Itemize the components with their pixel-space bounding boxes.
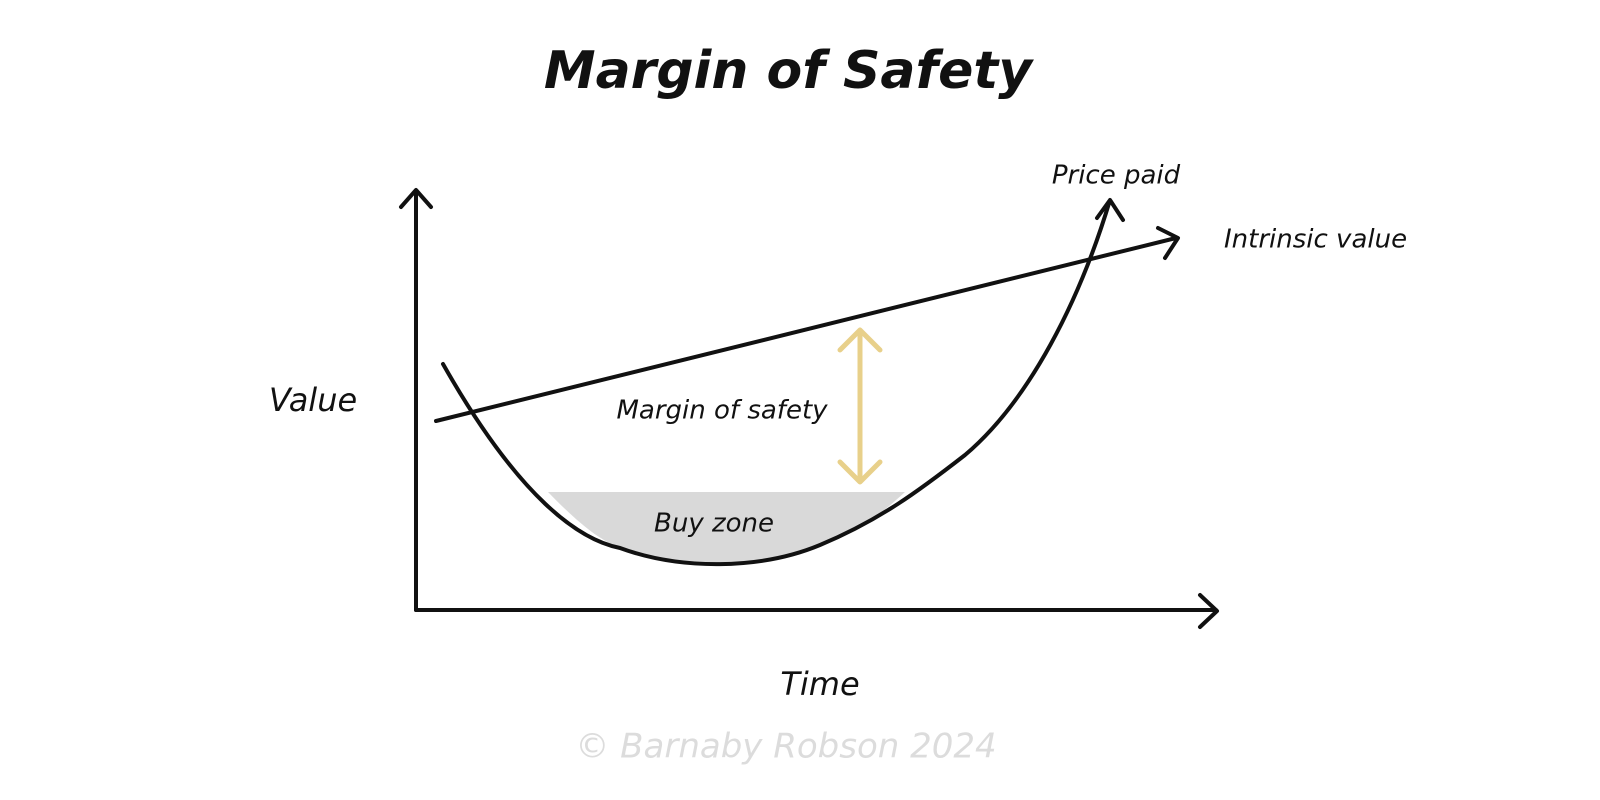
price-curve: [441, 198, 1125, 567]
margin-arrow: [837, 327, 883, 485]
margin-label: Margin of safety: [616, 396, 828, 426]
buy-zone-label: Buy zone: [654, 509, 774, 539]
intrinsic-label: Intrinsic value: [1224, 225, 1407, 255]
title: Margin of Safety: [544, 41, 1034, 101]
y-axis-label: Value: [269, 381, 357, 419]
x-axis: [414, 593, 1219, 629]
credit: © Barnaby Robson 2024: [575, 727, 996, 767]
x-axis-label: Time: [780, 665, 859, 703]
price-label: Price paid: [1052, 161, 1181, 191]
y-axis: [399, 188, 433, 612]
intrinsic-value-line: [434, 226, 1180, 423]
